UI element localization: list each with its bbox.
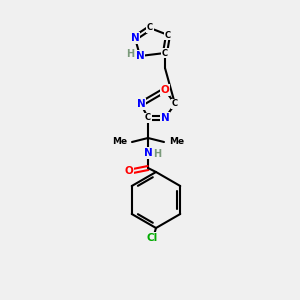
Text: H: H — [126, 49, 134, 59]
Text: C: C — [145, 113, 151, 122]
Text: N: N — [144, 148, 152, 158]
Text: Me: Me — [169, 137, 184, 146]
Text: H: H — [153, 149, 161, 159]
Text: C: C — [162, 49, 168, 58]
Text: C: C — [172, 100, 178, 109]
Text: Me: Me — [112, 137, 127, 146]
Text: C: C — [165, 31, 171, 40]
Text: N: N — [136, 99, 146, 109]
Text: O: O — [124, 166, 134, 176]
Text: N: N — [136, 51, 144, 61]
Text: C: C — [147, 23, 153, 32]
Text: N: N — [160, 113, 169, 123]
Text: Cl: Cl — [146, 233, 158, 243]
Text: O: O — [160, 85, 169, 95]
Text: N: N — [130, 33, 140, 43]
